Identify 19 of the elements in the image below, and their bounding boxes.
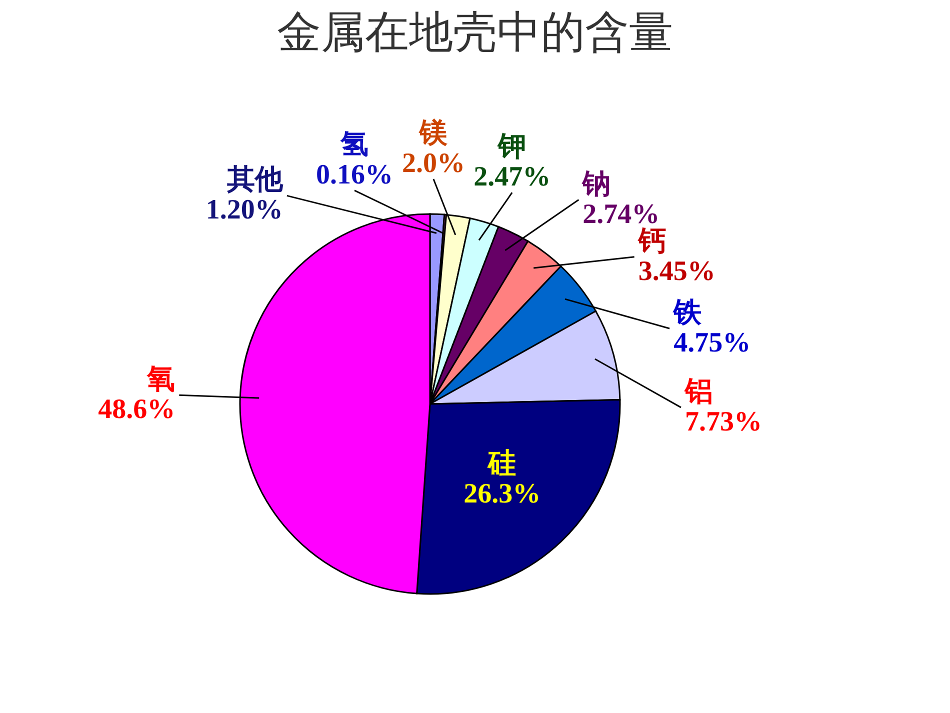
data-label: 7.73% xyxy=(684,406,762,438)
slice-label: 其他 xyxy=(226,164,284,196)
data-label: 0.16% xyxy=(316,159,394,190)
data-label: 4.75% xyxy=(674,328,751,359)
data-label: 48.6% xyxy=(98,394,176,426)
slice-label: 钠 xyxy=(582,168,611,200)
data-label: 1.20% xyxy=(206,194,283,226)
slice-label: 氧 xyxy=(146,364,176,396)
data-label: 2.0% xyxy=(402,148,465,180)
chart-title: 金属在地壳中的含量 xyxy=(277,7,673,58)
slice-label: 氢 xyxy=(340,129,369,160)
data-label: 3.45% xyxy=(638,256,716,287)
slice-label: 铝 xyxy=(684,376,713,408)
data-label: 2.47% xyxy=(474,162,551,193)
slice-label: 铁 xyxy=(672,298,703,329)
slice-label: 钾 xyxy=(497,132,526,163)
slice-label: 硅 xyxy=(487,448,516,480)
slice-label: 镁 xyxy=(418,118,448,150)
data-label: 26.3% xyxy=(464,478,541,510)
